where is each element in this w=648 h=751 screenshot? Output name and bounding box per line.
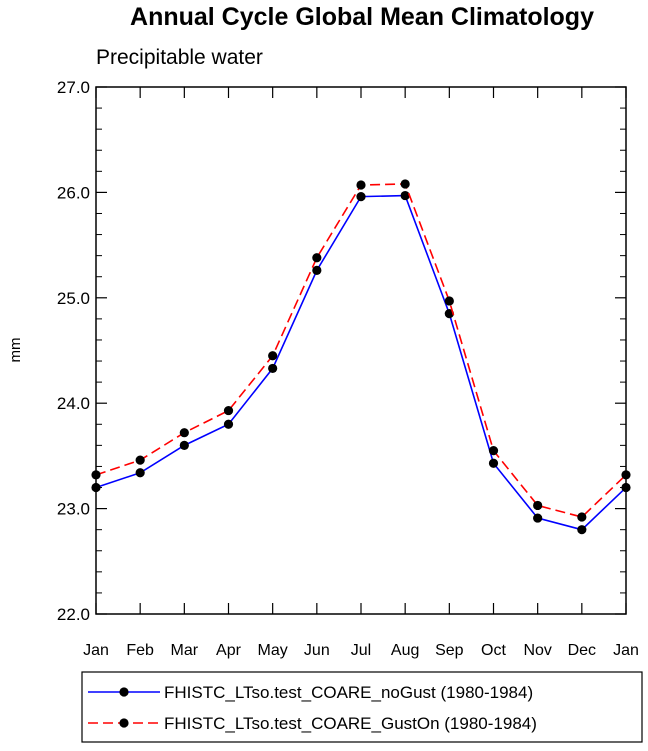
series-layer	[91, 179, 631, 535]
y-tick-label: 23.0	[57, 500, 90, 519]
data-point	[223, 419, 234, 429]
data-point	[577, 512, 587, 522]
legend: FHISTC_LTso.test_COARE_noGust (1980-1984…	[81, 671, 643, 743]
data-point	[400, 179, 410, 189]
tick-labels: 22.0 23.0 24.0 25.0 26.0 27.0 Jan Feb Mar Apr May J…	[57, 78, 639, 659]
data-point	[356, 180, 366, 190]
x-tick-label: Jun	[304, 642, 330, 659]
data-point	[488, 446, 499, 456]
series-line	[95, 183, 627, 518]
data-point	[577, 525, 587, 535]
x-tick-label: Jul	[351, 642, 371, 659]
legend-marker	[119, 687, 129, 697]
x-tick-label: Oct	[481, 642, 506, 659]
series-line	[95, 194, 627, 531]
chart-subtitle: Precipitable water	[96, 46, 263, 69]
y-tick-label: 25.0	[57, 289, 90, 308]
data-point	[135, 468, 145, 478]
x-tick-label: Aug	[391, 642, 419, 659]
x-tick-label: Mar	[171, 642, 199, 659]
data-point	[135, 455, 145, 465]
axis-ticks	[95, 86, 627, 615]
data-point	[533, 500, 543, 511]
data-point	[312, 265, 322, 275]
legend-label: FHISTC_LTso.test_COARE_GustOn (1980-1984…	[164, 714, 537, 733]
legend-label: FHISTC_LTso.test_COARE_noGust (1980-1984…	[164, 683, 533, 702]
legend-box	[81, 671, 643, 743]
x-tick-label: May	[258, 642, 288, 659]
data-point	[400, 190, 410, 201]
data-point	[223, 405, 234, 416]
x-tick-label: Sep	[435, 642, 464, 659]
plot-frame	[95, 86, 627, 615]
chart-title: Annual Cycle Global Mean Climatology	[130, 3, 594, 31]
data-point	[268, 351, 278, 361]
data-point	[268, 363, 278, 374]
legend-marker	[119, 718, 129, 728]
y-tick-label: 27.0	[57, 78, 90, 97]
data-point	[179, 428, 189, 438]
x-tick-label: Feb	[126, 642, 154, 659]
y-tick-label: 24.0	[57, 394, 90, 413]
x-tick-label: Jan	[613, 642, 639, 659]
x-tick-label: Nov	[523, 642, 551, 659]
data-point	[179, 440, 189, 450]
x-tick-label: Dec	[568, 642, 596, 659]
y-axis-label: mm	[7, 338, 24, 363]
data-point	[444, 296, 454, 306]
x-tick-label: Jan	[83, 642, 109, 659]
y-tick-label: 26.0	[57, 183, 90, 202]
data-point	[533, 513, 543, 523]
y-tick-label: 22.0	[57, 605, 90, 624]
data-point	[356, 192, 366, 202]
x-tick-label: Apr	[216, 642, 242, 659]
data-point	[312, 253, 322, 263]
data-point	[488, 458, 499, 468]
